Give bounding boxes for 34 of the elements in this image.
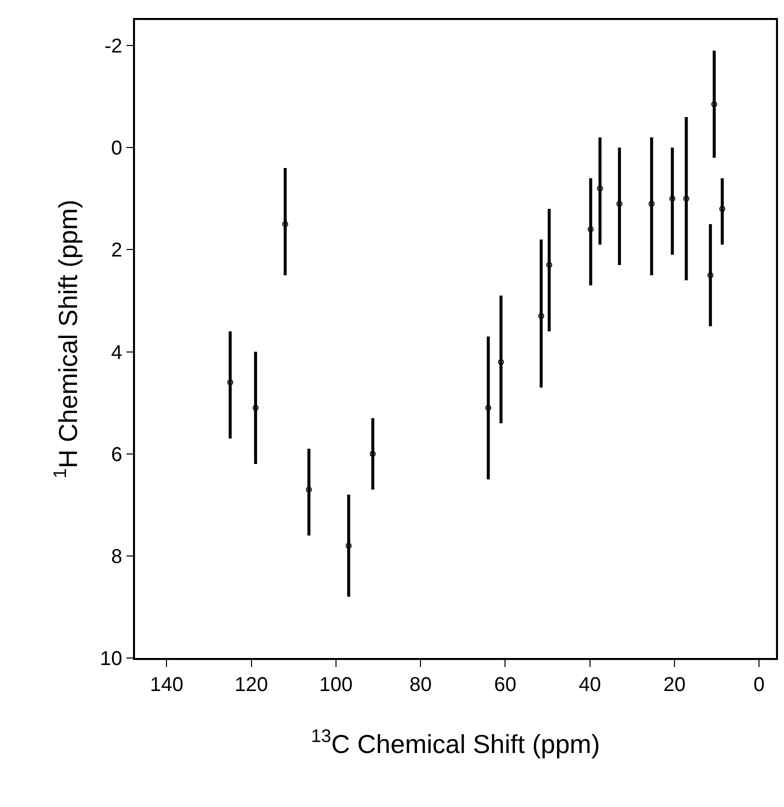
y-tick-label: 8	[111, 546, 122, 568]
y-tick-label: -2	[104, 36, 122, 58]
point	[370, 450, 376, 457]
point	[346, 542, 352, 549]
x-tick-label: 40	[578, 674, 601, 696]
y-tick-label: 4	[111, 342, 122, 364]
y-tick-label: 2	[111, 240, 122, 262]
y-tick-label: 6	[111, 444, 122, 466]
x-tick-label: 20	[663, 674, 686, 696]
point	[648, 200, 655, 207]
point	[683, 196, 690, 202]
point	[711, 101, 718, 108]
point	[588, 226, 594, 232]
x-tick-label: 80	[409, 674, 432, 696]
x-tick-label: 0	[754, 674, 765, 696]
point	[538, 313, 544, 320]
point	[596, 185, 603, 192]
x-tick-label: 100	[319, 674, 353, 696]
x-tick-label: 120	[234, 674, 268, 696]
x-tick-label: 140	[150, 674, 184, 696]
point	[546, 262, 552, 268]
point	[227, 379, 234, 386]
point	[669, 196, 676, 202]
point	[306, 486, 312, 493]
point	[616, 200, 622, 207]
x-axis-title: $^{13}$C Chemical Shift (ppm)	[311, 726, 600, 759]
y-tick-label: 0	[111, 138, 122, 160]
point	[485, 404, 492, 411]
point	[252, 404, 259, 411]
point	[719, 206, 726, 212]
y-tick-label: 10	[100, 648, 122, 670]
point	[282, 221, 288, 228]
point	[707, 272, 714, 278]
x-tick-label: 60	[494, 674, 516, 696]
